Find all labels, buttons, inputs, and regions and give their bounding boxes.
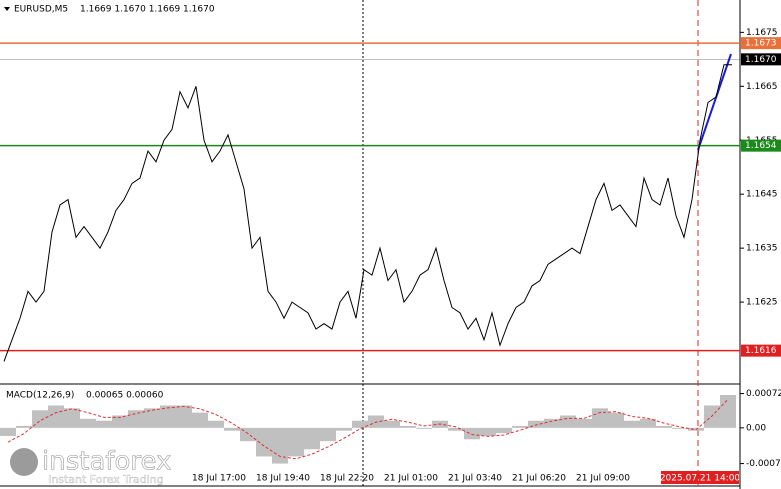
watermark-logo [10,448,38,476]
y-tick-label: -0.00075 [746,459,781,469]
y-tick-label: 1.1635 [746,244,778,254]
watermark-tagline: Instant Forex Trading [48,473,164,486]
level-label: 1.1616 [745,346,777,356]
macd-bar [624,420,640,428]
macd-title: MACD(12,26,9) [6,391,74,401]
level-label: 1.1673 [745,39,777,49]
watermark-text: instaforex [42,447,171,477]
macd-bar [384,420,400,428]
macd-bar [176,405,192,428]
macd-bar [528,420,544,428]
macd-bar [656,425,672,428]
macd-bar [592,408,608,428]
x-tick-label: 21 Jul 09:00 [576,474,630,484]
macd-readout: 0.00065 0.00060 [86,391,164,401]
macd-bar [336,427,352,431]
macd-bar [224,427,240,431]
macd-bar [80,418,96,428]
macd-bar [208,420,224,428]
level-label-box [741,139,781,152]
macd-bar [704,405,720,428]
time-marker-box [661,471,739,484]
macd-bar [48,405,64,428]
macd-bar [640,418,656,428]
macd-bar [608,412,624,428]
symbol-title: EURUSD,M5 [14,5,68,15]
macd-bar [448,427,464,431]
macd-bar [128,410,144,428]
macd-bar [400,425,416,428]
level-label: 1.1654 [745,141,777,151]
y-tick-label: 0.00 [746,423,766,433]
macd-bar [160,405,176,428]
y-tick-label: 1.1645 [746,190,778,200]
level-label-box [741,37,781,50]
x-tick-label: 21 Jul 01:00 [384,474,438,484]
macd-bar [320,427,336,442]
x-tick-label: 21 Jul 03:40 [448,474,502,484]
menu-arrow [4,7,10,11]
trend-line [697,53,732,151]
macd-bar [272,427,288,464]
macd-bar [720,395,736,428]
macd-bar [576,418,592,428]
macd-bar [256,427,272,457]
x-tick-label: 21 Jul 06:20 [512,474,566,484]
macd-bar [496,427,512,434]
price-line [3,64,732,362]
y-tick-label: 1.1625 [746,298,778,308]
macd-bar [96,420,112,428]
macd-bar [240,427,256,442]
macd-bar [304,427,320,450]
signal-line [7,398,729,460]
macd-bar [144,408,160,428]
macd-bar [16,425,32,428]
macd-bar [560,415,576,428]
macd-bar [0,427,16,436]
macd-bar [192,412,208,428]
time-marker-label: 2025.07.21 14:00 [660,474,741,484]
macd-bar [464,427,480,440]
macd-bar [32,410,48,428]
macd-bar [288,427,304,457]
macd-bar [480,427,496,436]
level-label-box [741,53,781,66]
macd-bar [544,418,560,428]
x-tick-label: 18 Jul 17:00 [192,474,246,484]
ohlc-readout: 1.1669 1.1670 1.1669 1.1670 [80,5,215,15]
macd-bar [672,427,688,429]
level-label-box [741,344,781,357]
x-tick-label: 18 Jul 19:40 [256,474,310,484]
watermark: instaforex Instant Forex Trading [10,446,172,486]
macd-bar [416,427,432,429]
y-tick-label: 0.00072 [746,389,781,399]
y-tick-label: 1.1675 [746,28,778,38]
macd-bar [64,408,80,428]
macd-bar [512,425,528,428]
x-tick-label: 18 Jul 22:20 [320,474,374,484]
macd-bar [352,420,368,428]
macd-bar [112,415,128,428]
y-tick-label: 1.1665 [746,82,778,92]
level-label: 1.1670 [745,55,777,65]
